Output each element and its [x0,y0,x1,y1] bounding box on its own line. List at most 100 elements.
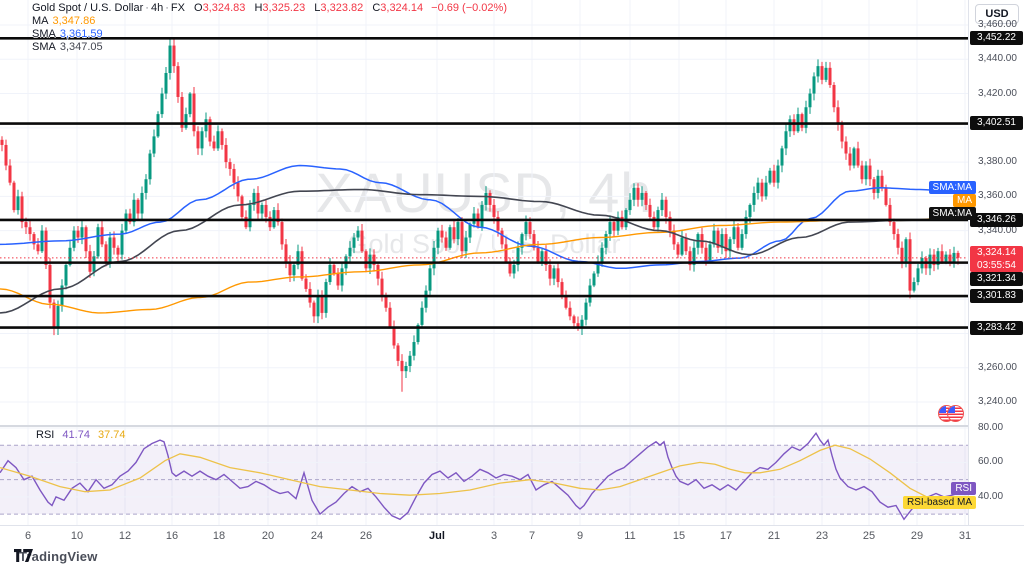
candle-body [608,222,612,235]
candle-body [444,237,448,248]
candle-body [616,216,620,231]
candle-body [728,239,732,252]
candle-body [784,131,788,149]
candle-body [364,251,368,269]
candle-body [520,234,524,248]
low-label: L [314,2,321,14]
candle-body [940,251,944,262]
candle-body [348,247,352,257]
rsi-ma-line [0,444,957,503]
price-level-badge: 3,346.26 [970,213,1023,227]
candle-body [632,187,636,200]
candle-body [184,114,188,128]
candle-body [216,131,220,149]
candle-body [592,273,596,286]
candle-body [900,247,904,262]
candle-body [880,175,884,188]
candle-body [620,216,624,228]
rsi-tick-label: 60.00 [978,456,1004,468]
candle-body [792,119,796,132]
time-axis-label: 9 [576,530,584,542]
candle-body [720,234,724,248]
candle-body [524,222,528,235]
candle-body [84,227,88,252]
sma-gray-value: 3,347.05 [59,41,103,53]
candle-body [300,251,304,279]
rsi-line [0,431,957,521]
time-axis-label: 6 [24,530,32,542]
candle-body [24,222,28,228]
candle-body [936,251,940,265]
candle-body [956,252,960,258]
candle-body [680,237,684,255]
symbol-title: Gold Spot / U.S. Dollar [32,2,144,14]
candle-body [224,144,228,163]
candle-body [892,222,896,235]
candle-body [712,230,716,245]
candle-body [68,247,72,265]
candle-body [824,67,828,80]
ma-line [0,188,967,314]
price-scale[interactable]: USD 3,460.00 3,440.00 3,420.00 3,380.00 3,36… [968,0,1024,525]
candle-body [112,237,116,248]
candle-body [560,282,564,296]
price-level-badge: 3,402.51 [970,116,1023,130]
candle-body [436,230,440,248]
candle-body [64,264,68,286]
ma-legend-row[interactable]: MA 3,347.86 [32,15,96,27]
symbol-legend-row[interactable]: Gold Spot / U.S. Dollar · 4h · FX O3,324.83 … [32,2,507,14]
sma-gray-legend-row[interactable]: SMA 3,347.05 [32,41,103,53]
candle-body [284,244,288,262]
candle-body [400,360,404,372]
economic-events-flags-icon[interactable] [938,405,966,422]
tradingview-logo[interactable]: TradingView [14,549,98,564]
candle-body [172,45,176,67]
candle-body [804,107,808,128]
candle-body [228,162,232,169]
candle-body [604,234,608,248]
candle-body [312,302,316,317]
rsi-legend-row[interactable]: RSI 41.74 37.74 [36,429,126,441]
candle-body [160,93,164,115]
pane-divider[interactable] [0,425,1024,427]
time-axis-label: 17 [719,530,733,542]
candle-body [640,192,644,200]
candle-body [252,192,256,205]
exchange-label: FX [170,2,185,14]
candle-body [580,319,584,329]
time-axis-label: 15 [672,530,686,542]
candle-body [912,282,916,291]
candle-body [36,244,40,252]
candle-body [396,345,400,361]
candle-body [124,213,128,231]
time-axis-label: 26 [359,530,373,542]
candle-body [756,182,760,193]
candle-body [220,131,224,145]
candle-body [736,227,740,248]
candle-body [544,251,548,265]
candle-body [724,234,728,252]
candle-body [812,76,816,94]
candle-body [552,268,556,279]
time-axis-label: 23 [815,530,829,542]
candle-body [44,230,48,265]
candle-body [492,204,496,217]
candle-body [876,175,880,193]
time-axis-label: 11 [624,530,636,542]
candle-body [456,222,460,240]
candle-body [708,244,712,262]
candle-body [232,168,236,183]
time-axis-label: 21 [767,530,781,542]
currency-toggle-button[interactable]: USD [975,4,1019,24]
price-level-badge: 3,321.34 [970,272,1023,286]
sma-blue-legend-row[interactable]: SMA 3,361.59 [32,28,103,40]
candle-body [336,273,340,286]
candle-body [836,107,840,125]
tradingview-wordmark: TradingView [19,549,98,564]
chart-canvas[interactable] [0,0,968,525]
time-scale[interactable]: 6 10 12 16 18 20 24 26 Jul 3 7 9 11 15 17 21 23 25 29 31 [0,525,1024,547]
candle-body [512,264,516,274]
footer-bar: TradingView [0,546,1024,570]
candle-body [248,204,252,228]
time-axis-label: 29 [910,530,924,542]
